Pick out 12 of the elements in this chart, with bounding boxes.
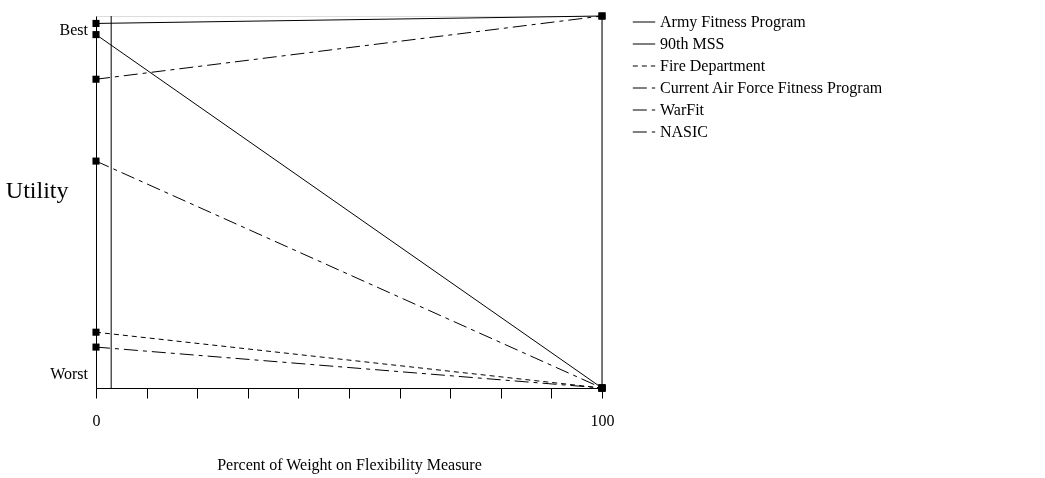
text: Best [59,21,89,38]
text: Worst [50,365,89,382]
legend-label: 90th MSS [660,35,725,52]
legend-label: Current Air Force Fitness Program [660,79,883,97]
legend-label: NASIC [660,123,709,140]
x-tick-label: 100 [590,411,615,429]
x-axis-title: Percent of Weight on Flexibility Measure [217,455,482,474]
y-axis-title: Utility [5,176,69,203]
legend-label: WarFit [660,101,705,118]
x-tick-label: 0 [92,411,101,429]
legend-label: Army Fitness Program [660,13,807,31]
legend-label: Fire Department [660,57,766,75]
